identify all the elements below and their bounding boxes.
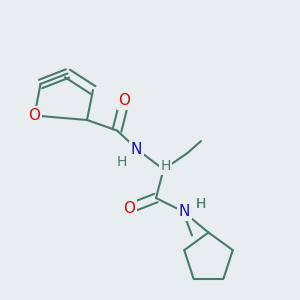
Text: O: O: [123, 201, 135, 216]
Text: N: N: [179, 204, 190, 219]
Text: N: N: [179, 204, 190, 219]
Text: H: H: [195, 197, 206, 211]
Text: N: N: [131, 142, 142, 158]
Text: H: H: [116, 155, 127, 169]
Text: H: H: [161, 160, 171, 173]
Text: H: H: [195, 197, 206, 211]
Text: O: O: [118, 93, 130, 108]
Text: O: O: [28, 108, 40, 123]
